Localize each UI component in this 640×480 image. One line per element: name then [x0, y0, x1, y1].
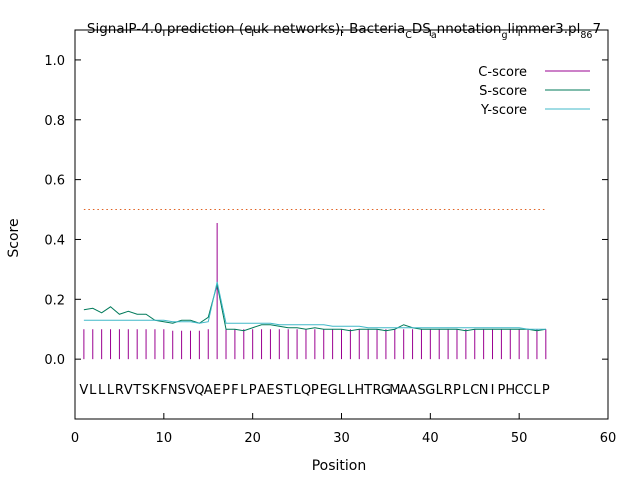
sequence-residue: L — [240, 383, 248, 398]
sequence-residue: M — [389, 383, 400, 398]
x-tick-label: 0 — [71, 431, 79, 446]
title-part: 7 — [592, 21, 601, 37]
y-scoreline — [83, 281, 546, 330]
x-tick-label: 40 — [422, 431, 439, 446]
sequence-residue: S — [275, 383, 283, 398]
sequence-residue: T — [132, 383, 141, 398]
sequence-residue: E — [320, 383, 328, 398]
sequence-residue: L — [338, 383, 346, 398]
sequence-residue: G — [381, 383, 391, 398]
sequence-residue: P — [542, 383, 550, 398]
sequence-residue: N — [168, 383, 178, 398]
sequence-residue: P — [497, 383, 505, 398]
plot-area: V L L L R V T S K F N S V Q A E P F L P A E S T L Q P E G L L H T R GMA A S G… — [79, 209, 550, 398]
title-part: a — [431, 30, 437, 41]
sequence-residue: V — [79, 383, 88, 398]
s-scoreline — [83, 284, 546, 332]
sequence-residue: Q — [194, 383, 204, 398]
sequence-residue: F — [160, 383, 167, 398]
x-tick-label: 60 — [600, 431, 617, 446]
sequence-residue: R — [373, 383, 382, 398]
sequence-residue: E — [213, 383, 221, 398]
sequence-residue: L — [347, 383, 355, 398]
sequence-residue: C — [515, 383, 524, 398]
sequence-residue: C — [470, 383, 479, 398]
legend-label: Y-score — [480, 103, 527, 118]
sequence-residue: N — [479, 383, 489, 398]
sequence-residue: S — [142, 383, 150, 398]
sequence-residue: E — [266, 383, 274, 398]
sequence-residue: C — [524, 383, 533, 398]
title-part: nnotation — [437, 21, 502, 37]
legend: C-score S-score Y-score — [478, 65, 590, 118]
sequence-residue: H — [505, 383, 515, 398]
x-axis-title: Position — [312, 458, 367, 474]
sequence-residue: V — [124, 383, 133, 398]
y-tick-label: 0.0 — [44, 353, 65, 368]
axes: 0 10 20 30 40 50 60 0.0 0.2 0.4 0.6 0.8 1.0 — [44, 30, 616, 446]
sequence-residue: T — [363, 383, 372, 398]
title-part: g — [501, 30, 507, 41]
title-part: 8 — [580, 30, 586, 41]
y-tick-label: 0.4 — [44, 233, 65, 248]
y-tick-label: 0.8 — [44, 114, 65, 129]
title-part: DS — [412, 21, 431, 37]
sequence-residue: S — [177, 383, 185, 398]
sequence-residue: L — [89, 383, 97, 398]
sequence-residue: T — [283, 383, 292, 398]
sequence-residue: L — [436, 383, 444, 398]
sequence-residue: K — [151, 383, 160, 398]
title-part: 6 — [586, 30, 592, 41]
legend-label: C-score — [478, 65, 527, 80]
x-tick-label: 10 — [156, 431, 173, 446]
sequence-residue: L — [98, 383, 106, 398]
legend-label: S-score — [479, 84, 527, 99]
sequence-residue: V — [186, 383, 195, 398]
sequence-residue: H — [354, 383, 364, 398]
title-part: C — [405, 30, 412, 41]
x-tick-label: 30 — [333, 431, 350, 446]
sequence-residue: P — [249, 383, 257, 398]
sequence-residue: A — [408, 383, 417, 398]
sequence-residue: I — [491, 383, 495, 398]
y-tick-label: 1.0 — [44, 54, 65, 69]
sequence-residue: S — [417, 383, 425, 398]
sequence-residue: A — [204, 383, 213, 398]
title-part: SignalP-4.0 prediction (euk networks): B… — [87, 21, 405, 37]
sequence-residue: L — [107, 383, 115, 398]
sequence-residue: P — [222, 383, 230, 398]
y-tick-label: 0.6 — [44, 174, 65, 189]
y-tick-label: 0.2 — [44, 293, 65, 308]
sequence-residue: P — [453, 383, 461, 398]
sequence-residue: L — [462, 383, 470, 398]
sequence-residue: Q — [301, 383, 311, 398]
sequence-residue: L — [533, 383, 541, 398]
sequence-residue: G — [328, 383, 338, 398]
sequence-residue: R — [115, 383, 124, 398]
title-part: limmer3.pl — [508, 21, 581, 37]
sequence-residue: A — [257, 383, 266, 398]
sequence-residue: L — [293, 383, 301, 398]
sequence-residue: R — [444, 383, 453, 398]
sequence-residue: F — [231, 383, 238, 398]
x-tick-label: 50 — [511, 431, 528, 446]
y-axis-title: Score — [6, 218, 22, 257]
sequence-residue: P — [311, 383, 319, 398]
sequence-residue: G — [425, 383, 435, 398]
x-tick-label: 20 — [244, 431, 261, 446]
sequence-residue: A — [399, 383, 408, 398]
chart-title: SignalP-4.0 prediction (euk networks): B… — [87, 21, 601, 41]
